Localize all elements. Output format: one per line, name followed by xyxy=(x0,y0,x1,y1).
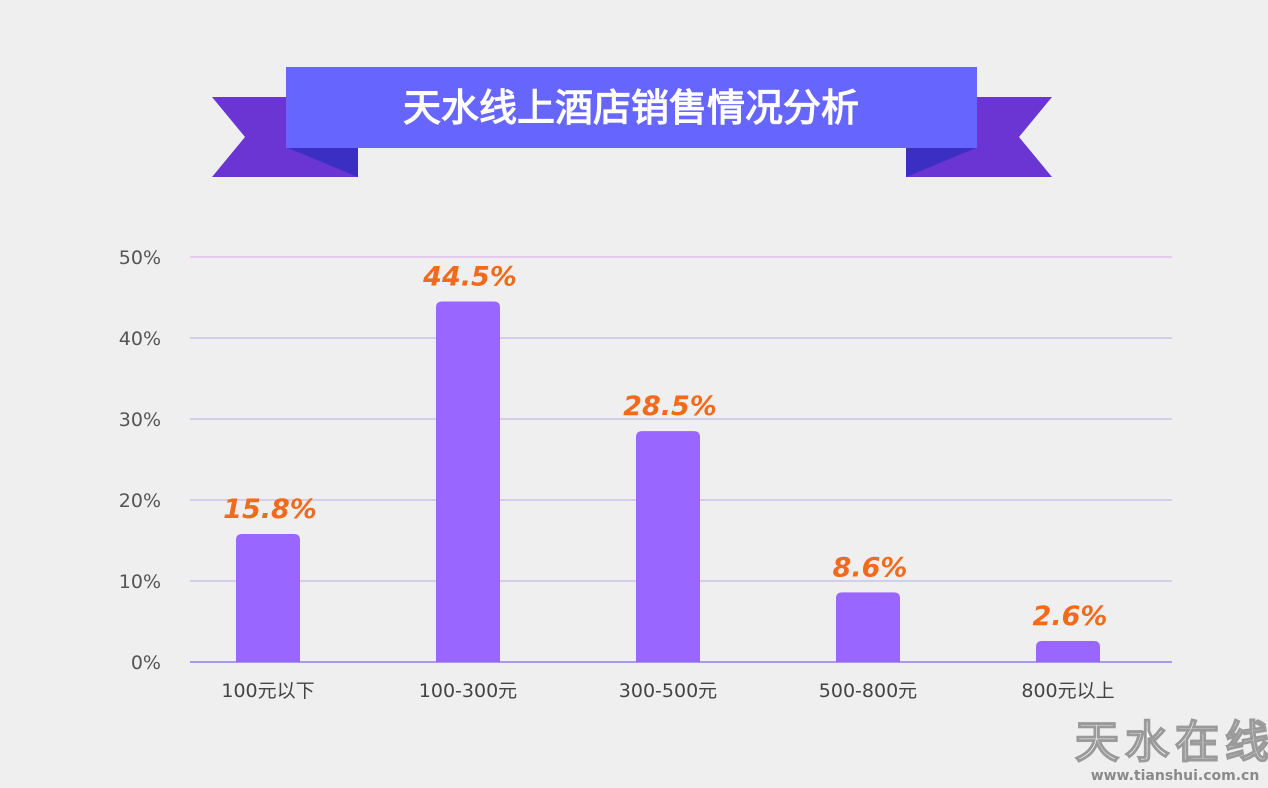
watermark-logo: 天水在线 www.tianshui.com.cn xyxy=(1074,716,1268,784)
ribbon-right-fold xyxy=(906,148,976,177)
title-banner: 天水线上酒店销售情况分析 xyxy=(212,67,1052,177)
x-category-label: 100-300元 xyxy=(419,680,517,702)
x-axis-categories: 100元以下 100-300元 300-500元 500-800元 800元以上 xyxy=(221,680,1114,702)
bar-value-label: 28.5% xyxy=(623,391,717,422)
x-category-label: 800元以上 xyxy=(1021,680,1114,702)
bar xyxy=(836,592,900,662)
ribbon-front xyxy=(286,67,977,148)
bar-value-label: 2.6% xyxy=(1033,601,1108,632)
y-tick-label: 0% xyxy=(131,652,161,674)
y-tick-label: 30% xyxy=(119,409,161,431)
y-axis-ticks: 0% 10% 20% 30% 40% 50% xyxy=(119,247,161,674)
x-category-label: 300-500元 xyxy=(619,680,717,702)
bars: 15.8% 44.5% 28.5% 8.6% 2.6% xyxy=(223,262,1107,662)
bar-value-label: 15.8% xyxy=(223,494,317,525)
bar-value-label: 8.6% xyxy=(833,552,908,583)
x-category-label: 100元以下 xyxy=(221,680,314,702)
x-category-label: 500-800元 xyxy=(819,680,917,702)
watermark-logo-text: 天水在线 xyxy=(1075,717,1268,768)
bar-value-label: 44.5% xyxy=(422,262,517,293)
ribbon-left-fold xyxy=(288,148,358,177)
gridlines xyxy=(190,256,1172,663)
y-tick-label: 20% xyxy=(119,490,161,512)
watermark-url: www.tianshui.com.cn xyxy=(1091,768,1260,784)
chart-title: 天水线上酒店销售情况分析 xyxy=(403,86,859,130)
bar xyxy=(436,301,500,662)
y-tick-label: 50% xyxy=(119,247,161,269)
bar xyxy=(636,431,700,662)
bar xyxy=(236,534,300,662)
y-tick-label: 10% xyxy=(119,571,161,593)
bar xyxy=(1036,640,1100,662)
y-tick-label: 40% xyxy=(119,328,161,350)
